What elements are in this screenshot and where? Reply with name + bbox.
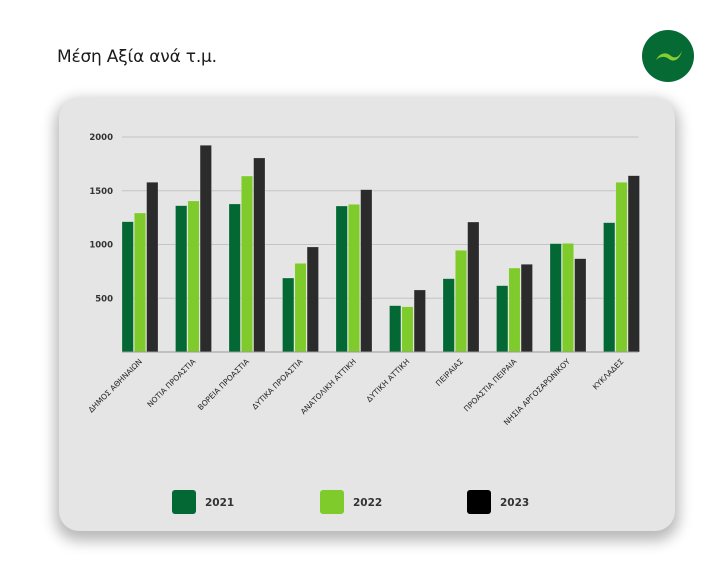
y-tick-label: 1000	[89, 241, 113, 251]
bar-2021	[496, 285, 509, 353]
logo-wave	[656, 51, 682, 61]
bar-2022	[615, 181, 628, 353]
legend-item-2023: 2023	[467, 490, 529, 514]
bar-2022	[561, 243, 574, 353]
bar-2021	[549, 243, 562, 353]
y-tick-label: 1500	[89, 187, 113, 197]
x-tick-label: ΑΝΑΤΟΛΙΚΗ ΑΤΤΙΚΗ	[299, 357, 358, 416]
legend-swatch	[172, 490, 196, 514]
bar-2023	[306, 246, 319, 353]
bar-2023	[413, 289, 426, 353]
bar-2021	[335, 205, 348, 353]
bar-2021	[603, 222, 616, 353]
x-tick-label: ΔΥΤΙΚΑ ΠΡΟΑΣΤΙΑ	[250, 356, 305, 411]
legend-label: 2023	[500, 497, 529, 509]
bar-2023	[467, 221, 480, 353]
legend-label: 2021	[205, 497, 234, 509]
bar-2023	[574, 258, 587, 353]
legend-swatch	[320, 490, 344, 514]
legend-label: 2022	[353, 497, 382, 509]
bar-2022	[134, 212, 147, 353]
bar-2023	[199, 144, 212, 353]
bar-2023	[253, 157, 266, 353]
page-title: Μέση Αξία ανά τ.μ.	[57, 47, 217, 67]
bar-2022	[241, 175, 254, 353]
bar-2022	[454, 250, 467, 353]
y-axis-ticks: 500 1000 1500 2000	[89, 133, 113, 304]
bar-2021	[175, 205, 188, 353]
y-tick-label: 2000	[89, 133, 113, 143]
bar-2022	[401, 306, 414, 353]
bar-2022	[187, 200, 200, 353]
legend-item-2022: 2022	[320, 490, 382, 514]
x-tick-label: ΠΡΟΑΣΤΙΑ ΠΕΙΡΑΙΑ	[462, 356, 519, 413]
bar-2023	[146, 181, 159, 353]
x-tick-label: ΚΥΚΛΑΔΕΣ	[591, 357, 626, 392]
x-tick-label: ΔΥΤΙΚΗ ΑΤΤΙΚΗ	[365, 357, 412, 404]
logo-icon	[642, 30, 694, 82]
x-tick-label: ΔΗΜΟΣ ΑΘΗΝΑΙΩΝ	[87, 357, 144, 414]
bar-2021	[442, 278, 455, 353]
bar-2021	[282, 277, 295, 353]
legend-swatch	[467, 490, 491, 514]
bar-2021	[228, 203, 241, 353]
y-tick-label: 500	[95, 294, 113, 304]
legend: 2021 2022 2023	[172, 490, 529, 514]
legend-item-2021: 2021	[172, 490, 234, 514]
bar-2022	[508, 267, 521, 353]
bar-2023	[627, 175, 640, 353]
bar-2023	[520, 263, 533, 353]
bar-2022	[347, 203, 360, 353]
bar-2023	[360, 189, 373, 353]
x-tick-label: ΠΕΙΡΑΙΑΣ	[434, 357, 465, 388]
bar-2022	[294, 263, 307, 353]
bar-2021	[389, 305, 402, 353]
bars	[121, 144, 640, 353]
bar-2021	[121, 221, 134, 353]
x-tick-label: ΒΟΡΕΙΑ ΠΡΟΑΣΤΙΑ	[196, 356, 252, 412]
x-tick-label: ΝΟΤΙΑ ΠΡΟΑΣΤΙΑ	[145, 356, 198, 409]
